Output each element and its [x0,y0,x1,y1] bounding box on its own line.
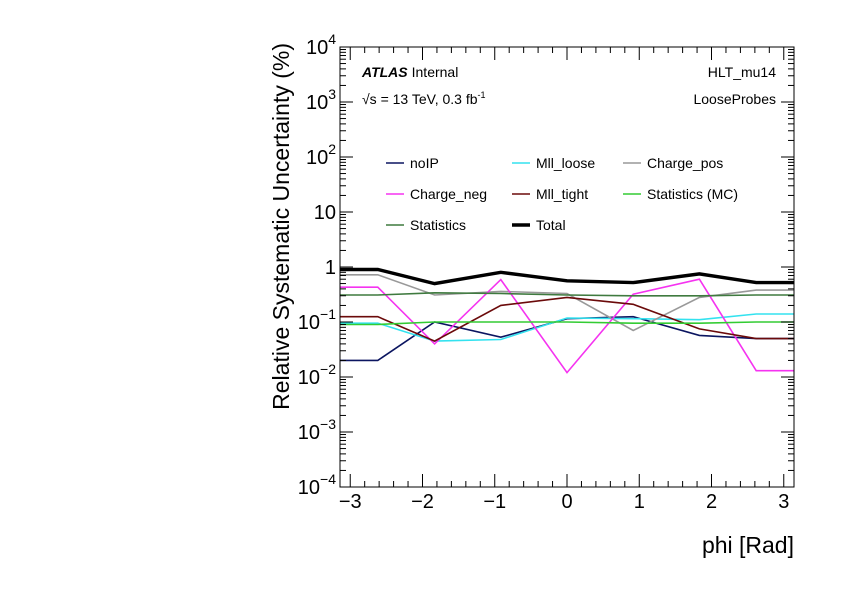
y-tick-label: 102 [306,141,336,169]
y-tick-base: 1 [325,257,336,279]
legend-label: Statistics [410,217,466,233]
y-tick-exponent: −2 [320,361,336,377]
x-tick-label: −1 [483,491,506,513]
x-tick-label: −2 [411,491,434,513]
y-tick-label: 10−3 [298,416,336,444]
x-tick-label: 0 [561,491,572,513]
y-tick-base: 10 [306,147,328,169]
legend-entry: Charge_pos [623,155,723,171]
atlas-word: ATLAS [361,64,408,80]
sqrt-s: √s [362,91,377,107]
y-tick-base: 10 [306,92,328,114]
legend-label: Charge_neg [410,186,487,202]
legend-label: Statistics (MC) [647,186,738,202]
y-tick-base: 10 [298,477,320,499]
energy-lumi-label: √s = 13 TeV, 0.3 fb-1 [362,90,486,107]
y-tick-exponent: 3 [328,86,336,102]
series-line-mll-loose [340,313,794,342]
legend-entry: Mll_loose [512,155,595,171]
atlas-label: ATLAS Internal [361,64,458,80]
legend-entry: Total [512,217,566,233]
y-tick-label: 104 [306,31,336,59]
legend-entry: Statistics (MC) [623,186,738,202]
y-tick-exponent: 4 [328,31,336,47]
legend-entry: noIP [386,155,439,171]
series-layer [340,267,794,374]
y-tick-base: 10 [298,312,320,334]
y-tick-base: 10 [306,37,328,59]
y-tick-base: 10 [298,422,320,444]
ticks-layer [340,46,794,488]
x-axis-title: phi [Rad] [702,532,794,558]
internal-word: Internal [412,64,459,80]
series-line-total [340,267,794,286]
energy-lumi-text: = 13 TeV, 0.3 fb [377,91,478,107]
y-tick-base: 10 [314,202,336,224]
series-line-statistics [340,291,794,297]
legend-entry: Mll_tight [512,186,588,202]
legend-label: Mll_loose [536,155,595,171]
legend-label: Charge_pos [647,155,723,171]
y-tick-label: 10−1 [298,306,336,334]
legend-label: Total [536,217,566,233]
y-tick-exponent: −1 [320,306,336,322]
y-tick-label: 10 [314,202,336,224]
series-line-mll-tight [340,296,794,342]
lumi-exponent: -1 [478,90,486,100]
trigger-label: HLT_mu14 [708,64,776,80]
series-line-charge-pos [340,273,794,332]
y-tick-exponent: −4 [320,471,336,487]
y-tick-exponent: 2 [328,141,336,157]
y-tick-exponent: −3 [320,416,336,432]
probes-label: LooseProbes [693,91,776,107]
y-axis-title: Relative Systematic Uncertainty (%) [268,43,294,410]
legend-label: Mll_tight [536,186,588,202]
x-tick-label: 1 [634,491,645,513]
x-tick-label: 3 [778,491,789,513]
y-tick-label: 103 [306,86,336,114]
legend-entry: Charge_neg [386,186,487,202]
legend-label: noIP [410,155,439,171]
series-line-charge-neg [340,278,794,374]
y-tick-label: 1 [325,257,336,279]
legend-entry: Statistics [386,217,466,233]
x-tick-label: −3 [339,491,362,513]
y-tick-label: 10−2 [298,361,336,389]
y-tick-label: 10−4 [298,471,336,499]
y-tick-base: 10 [298,367,320,389]
x-tick-label: 2 [706,491,717,513]
legend: noIP Mll_loose Charge_pos Charge_neg Mll_tig… [386,155,738,233]
series-line-statistics-mc [340,321,794,326]
